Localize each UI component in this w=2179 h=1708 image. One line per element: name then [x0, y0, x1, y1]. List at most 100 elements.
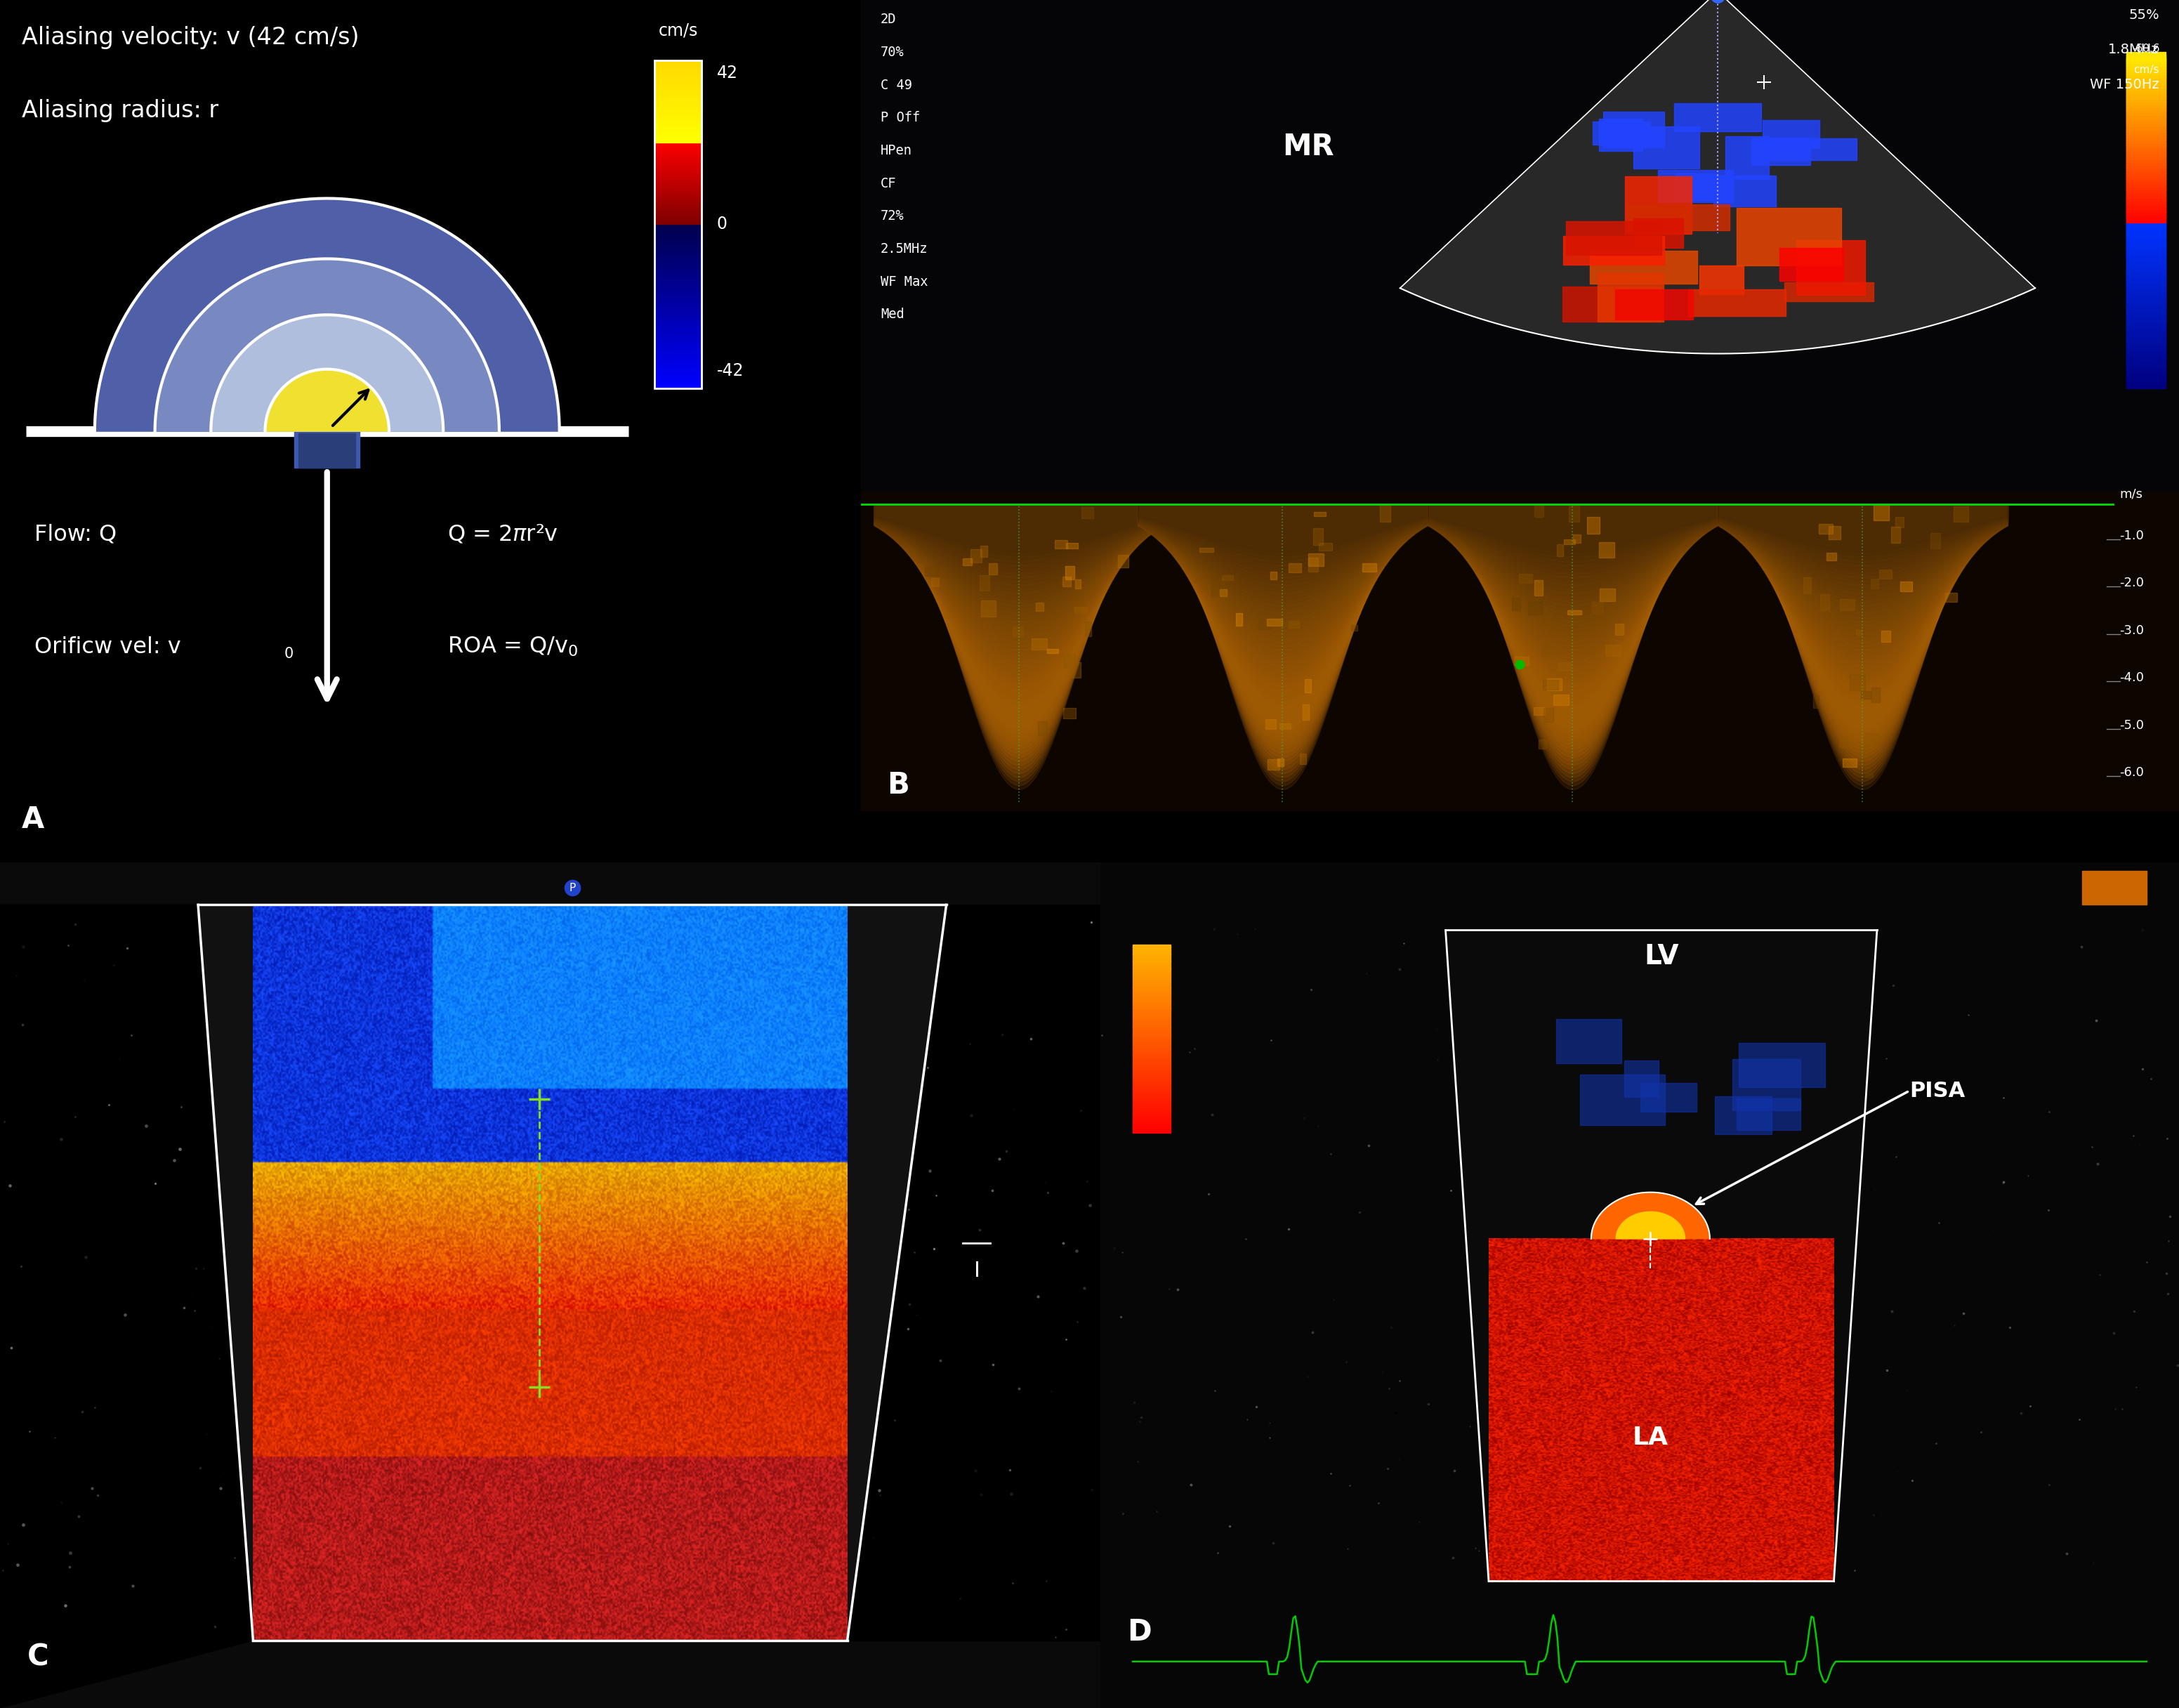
Polygon shape	[1351, 625, 1358, 630]
Polygon shape	[654, 162, 702, 164]
Polygon shape	[1850, 675, 1865, 690]
Polygon shape	[654, 210, 702, 214]
Polygon shape	[1133, 1117, 1170, 1119]
Polygon shape	[1133, 1120, 1170, 1124]
Polygon shape	[1599, 543, 1615, 557]
Polygon shape	[1133, 1074, 1170, 1076]
Polygon shape	[654, 355, 702, 359]
Polygon shape	[654, 249, 702, 251]
Polygon shape	[2127, 307, 2166, 316]
Polygon shape	[1303, 705, 1310, 721]
Polygon shape	[654, 123, 702, 126]
Polygon shape	[1606, 644, 1621, 656]
Polygon shape	[1085, 622, 1092, 635]
Polygon shape	[2127, 118, 2166, 126]
Polygon shape	[1133, 965, 1170, 968]
Polygon shape	[654, 372, 702, 374]
Polygon shape	[654, 243, 702, 246]
Polygon shape	[1133, 1045, 1170, 1049]
Polygon shape	[1118, 555, 1129, 567]
Polygon shape	[1857, 630, 1861, 635]
Polygon shape	[1591, 1192, 1711, 1238]
Polygon shape	[654, 306, 702, 309]
Polygon shape	[654, 135, 702, 137]
Polygon shape	[1268, 760, 1279, 770]
Polygon shape	[2127, 313, 2166, 323]
Polygon shape	[1133, 1112, 1170, 1114]
Polygon shape	[2127, 109, 2166, 118]
Polygon shape	[1878, 569, 1891, 579]
Polygon shape	[2127, 311, 2166, 319]
Polygon shape	[654, 173, 702, 176]
Polygon shape	[1133, 1081, 1170, 1083]
Polygon shape	[1013, 627, 1024, 637]
Polygon shape	[654, 214, 702, 217]
Text: -2.0: -2.0	[2120, 577, 2144, 589]
Polygon shape	[1133, 980, 1170, 982]
Polygon shape	[1100, 863, 2179, 1708]
Polygon shape	[1133, 982, 1170, 986]
Polygon shape	[654, 169, 702, 173]
Polygon shape	[2127, 79, 2166, 87]
Text: B: B	[887, 770, 909, 799]
Polygon shape	[1133, 1124, 1170, 1126]
Polygon shape	[1074, 579, 1081, 589]
Polygon shape	[2127, 285, 2166, 294]
Polygon shape	[2127, 150, 2166, 159]
Polygon shape	[654, 77, 702, 80]
Polygon shape	[981, 545, 987, 557]
Polygon shape	[2127, 316, 2166, 325]
Polygon shape	[1081, 507, 1094, 519]
Polygon shape	[1512, 598, 1521, 610]
Text: -42: -42	[717, 362, 743, 379]
Polygon shape	[1900, 581, 1911, 591]
Text: cm/s: cm/s	[2133, 65, 2159, 75]
Polygon shape	[654, 200, 702, 203]
Polygon shape	[1314, 528, 1323, 545]
Polygon shape	[1872, 688, 1880, 702]
Text: -3.0: -3.0	[2120, 623, 2144, 637]
Polygon shape	[1379, 506, 1390, 523]
Polygon shape	[1133, 1068, 1170, 1069]
Polygon shape	[654, 224, 702, 227]
Polygon shape	[1554, 695, 1569, 705]
Text: C 49: C 49	[880, 79, 913, 92]
Polygon shape	[211, 314, 442, 432]
Polygon shape	[1634, 219, 1684, 248]
Polygon shape	[654, 150, 702, 154]
Polygon shape	[2127, 114, 2166, 123]
Polygon shape	[1626, 205, 1730, 231]
Polygon shape	[1318, 543, 1331, 552]
Polygon shape	[2127, 335, 2166, 343]
Polygon shape	[1133, 1088, 1170, 1091]
Polygon shape	[2127, 369, 2166, 377]
Polygon shape	[1266, 618, 1283, 627]
Polygon shape	[2127, 145, 2166, 154]
Polygon shape	[2127, 173, 2166, 181]
Polygon shape	[654, 118, 702, 121]
Polygon shape	[654, 128, 702, 132]
Polygon shape	[654, 101, 702, 104]
Text: 1.8MHz: 1.8MHz	[2109, 43, 2159, 56]
Polygon shape	[1591, 251, 1697, 284]
Polygon shape	[1861, 692, 1870, 699]
Polygon shape	[1133, 956, 1170, 958]
Polygon shape	[1955, 506, 1968, 521]
Polygon shape	[2127, 65, 2166, 73]
Polygon shape	[654, 254, 702, 256]
Polygon shape	[2127, 294, 2166, 302]
Polygon shape	[1362, 564, 1377, 572]
Polygon shape	[654, 338, 702, 342]
Polygon shape	[1556, 1020, 1621, 1064]
Polygon shape	[654, 304, 702, 306]
Polygon shape	[2127, 377, 2166, 386]
Polygon shape	[1819, 524, 1833, 533]
Text: -1.0: -1.0	[2120, 529, 2144, 541]
Polygon shape	[654, 292, 702, 295]
Polygon shape	[1558, 663, 1571, 671]
Polygon shape	[654, 277, 702, 278]
Polygon shape	[2127, 371, 2166, 379]
Polygon shape	[654, 265, 702, 268]
Polygon shape	[1865, 733, 1878, 750]
Polygon shape	[654, 219, 702, 222]
